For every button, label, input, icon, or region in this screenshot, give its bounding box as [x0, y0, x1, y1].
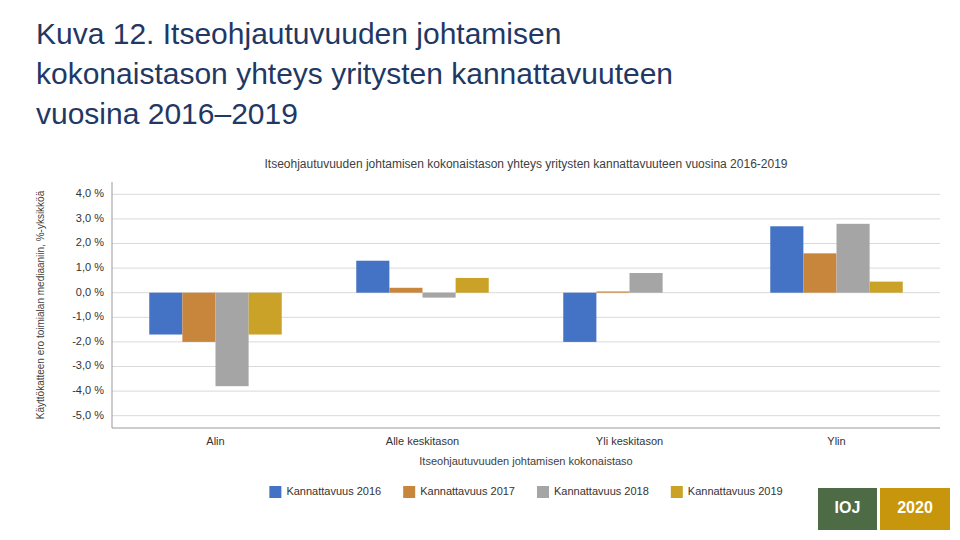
- badge-text: 2020: [897, 499, 933, 516]
- x-axis-line: [112, 428, 940, 429]
- legend-item: Kannattavuus 2017: [403, 485, 515, 498]
- legend-swatch: [403, 486, 415, 498]
- badges: IOJ 2020: [818, 488, 950, 530]
- y-axis-line: [112, 182, 113, 428]
- heading-line: kokonaistason yhteys yritysten kannattav…: [36, 57, 673, 90]
- bar: [803, 253, 836, 292]
- bar: [216, 293, 249, 386]
- legend-label: Kannattavuus 2017: [420, 485, 515, 497]
- bar: [563, 293, 596, 342]
- bar: [149, 293, 182, 335]
- y-tick-label: -2,0 %: [72, 335, 104, 347]
- badge-box: [818, 488, 877, 530]
- legend-item: Kannattavuus 2019: [671, 485, 783, 498]
- x-tick-label: Alle keskitason: [386, 435, 459, 447]
- bar: [456, 278, 489, 293]
- heading-line: Kuva 12. Itseohjautuvuuden johtamisen: [36, 17, 561, 50]
- legend-label: Kannattavuus 2016: [286, 485, 381, 497]
- y-tick-label: 0,0 %: [76, 286, 104, 298]
- grid-line: [112, 391, 940, 392]
- y-tick-label: 1,0 %: [76, 261, 104, 273]
- bar: [870, 282, 903, 293]
- x-tick-label: Alin: [206, 435, 224, 447]
- grid-line: [112, 415, 940, 416]
- heading: Kuva 12. Itseohjautuvuuden johtamisen kok…: [36, 17, 673, 130]
- grid-line: [112, 243, 940, 244]
- chart-title: Itseohjautuvuuden johtamisen kokonaistas…: [264, 157, 787, 171]
- bar: [837, 224, 870, 293]
- legend-label: Kannattavuus 2018: [554, 485, 649, 497]
- legend: Kannattavuus 2016 Kannattavuus 2017 Kannat…: [269, 485, 782, 498]
- bar: [249, 293, 282, 335]
- grid-line: [112, 194, 940, 195]
- grid-line: [112, 218, 940, 219]
- bar: [630, 273, 663, 293]
- bar: [182, 293, 215, 342]
- badge-box: [880, 488, 950, 530]
- y-tick-label: -5,0 %: [72, 409, 104, 421]
- x-tick-label: Yli keskitason: [596, 435, 663, 447]
- y-axis: -5,0 % -4,0 % -3,0 % -2,0 % -1,0 % 0,0 % 1,0 %…: [72, 187, 940, 420]
- bar: [423, 293, 456, 298]
- y-tick-label: 2,0 %: [76, 236, 104, 248]
- y-tick-label: 3,0 %: [76, 212, 104, 224]
- y-tick-label: 4,0 %: [76, 187, 104, 199]
- y-tick-label: -3,0 %: [72, 359, 104, 371]
- bar: [596, 291, 629, 292]
- badge-text: IOJ: [835, 499, 861, 516]
- chart-canvas: Kuva 12. Itseohjautuvuuden johtamisen kok…: [0, 0, 960, 540]
- bar: [356, 261, 389, 293]
- x-tick-label: Ylin: [827, 435, 845, 447]
- legend-swatch: [671, 486, 683, 498]
- y-tick-label: -4,0 %: [72, 384, 104, 396]
- legend-swatch: [269, 486, 281, 498]
- legend-label: Kannattavuus 2019: [688, 485, 783, 497]
- y-axis-label: Käyttökatteen ero toimialan mediaaniin, …: [35, 190, 46, 419]
- bars: [149, 224, 902, 386]
- bar: [770, 226, 803, 292]
- heading-line: vuosina 2016–2019: [36, 97, 298, 130]
- x-axis: Alin Alle keskitason Yli keskitason Ylin: [206, 435, 845, 447]
- bar: [389, 288, 422, 293]
- y-tick-label: -1,0 %: [72, 310, 104, 322]
- legend-swatch: [537, 486, 549, 498]
- x-axis-label: Itseohjautuvuuden johtamisen kokonaistas…: [419, 455, 632, 467]
- legend-item: Kannattavuus 2018: [537, 485, 649, 498]
- bar: [663, 292, 696, 293]
- legend-item: Kannattavuus 2016: [269, 485, 381, 498]
